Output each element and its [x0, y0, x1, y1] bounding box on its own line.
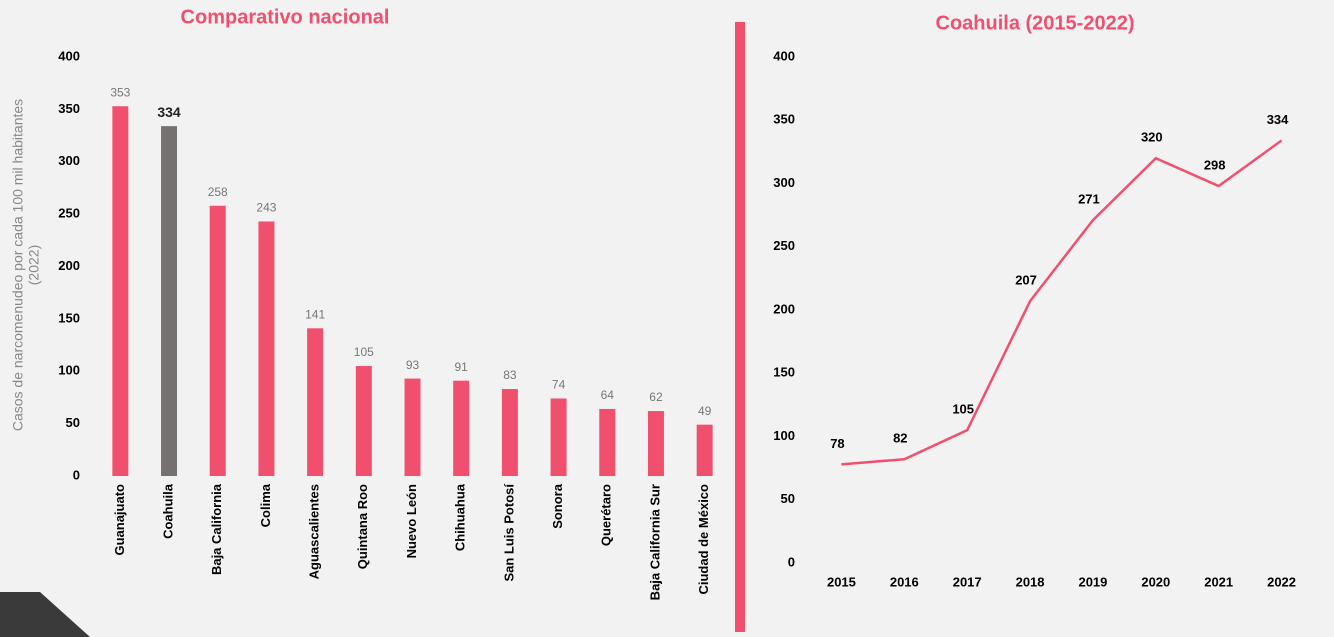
data-label: 320: [1141, 130, 1163, 145]
bar: [550, 398, 567, 476]
data-label: 49: [698, 404, 712, 418]
bar: [355, 366, 372, 476]
x-tick-label: 2019: [1078, 574, 1107, 589]
bar: [696, 424, 713, 476]
y-axis-label: Casos de narcomenudeo por cada 100 mil h…: [10, 99, 26, 431]
y-tick-label: 150: [58, 310, 80, 325]
x-tick-label: Querétaro: [599, 484, 614, 546]
line: [841, 139, 1283, 466]
data-label: 105: [354, 345, 374, 359]
x-tick-label: Nuevo León: [404, 484, 419, 558]
y-tick-label: 100: [58, 363, 80, 378]
data-label: 105: [952, 402, 974, 417]
y-tick-label: 200: [773, 301, 795, 316]
x-tick-label: Quintana Roo: [355, 484, 370, 569]
data-label: 83: [503, 368, 517, 382]
x-tick-label: 2021: [1204, 574, 1233, 589]
data-label: 64: [601, 388, 615, 402]
y-tick-label: 250: [58, 206, 80, 221]
x-tick-label: 2022: [1267, 574, 1296, 589]
y-tick-label: 100: [773, 428, 795, 443]
data-label: 93: [406, 358, 420, 372]
y-tick-label: 250: [773, 238, 795, 253]
y-tick-label: 0: [788, 554, 795, 569]
y-tick-label: 300: [58, 153, 80, 168]
y-tick-label: 50: [781, 491, 795, 506]
bar: [501, 389, 518, 476]
data-label: 141: [305, 307, 325, 321]
data-label: 334: [157, 104, 181, 120]
data-label: 243: [256, 201, 276, 215]
y-axis-label: (2022): [26, 245, 42, 285]
data-label: 258: [208, 185, 228, 199]
chart-title: Comparativo nacional: [181, 6, 390, 28]
x-tick-label: Colima: [258, 483, 273, 527]
y-tick-label: 400: [58, 48, 80, 63]
bar: [599, 408, 616, 476]
bar: [258, 221, 275, 476]
x-tick-label: Baja California Sur: [647, 484, 662, 600]
bar: [307, 328, 324, 476]
data-label: 82: [893, 431, 907, 446]
data-label: 62: [649, 390, 663, 404]
bar: [404, 378, 421, 476]
y-tick-label: 350: [58, 101, 80, 116]
x-tick-label: Guanajuato: [112, 484, 127, 556]
x-tick-label: San Luis Potosí: [501, 484, 516, 582]
bar: [161, 126, 178, 476]
y-tick-label: 150: [773, 365, 795, 380]
y-tick-label: 300: [773, 175, 795, 190]
data-label: 298: [1204, 157, 1226, 172]
y-tick-label: 50: [66, 415, 80, 430]
bar: [647, 411, 664, 476]
data-label: 91: [455, 360, 469, 374]
x-tick-label: Ciudad de México: [696, 484, 711, 595]
data-label: 334: [1267, 112, 1289, 127]
chart-title: Coahuila (2015-2022): [936, 12, 1135, 34]
divider: [735, 22, 745, 632]
bar: [453, 380, 470, 476]
bar: [209, 205, 226, 476]
x-tick-label: Aguascalientes: [307, 484, 322, 579]
x-tick-label: 2015: [827, 574, 856, 589]
x-tick-label: 2018: [1016, 574, 1045, 589]
data-label: 207: [1015, 273, 1037, 288]
bar: [112, 106, 129, 477]
data-label: 74: [552, 378, 566, 392]
x-tick-label: 2020: [1141, 574, 1170, 589]
y-tick-label: 200: [58, 258, 80, 273]
x-tick-label: Chihuahua: [453, 483, 468, 551]
data-label: 78: [830, 436, 844, 451]
corner-decoration: [0, 592, 90, 637]
y-tick-label: 350: [773, 112, 795, 127]
x-tick-label: 2016: [890, 574, 919, 589]
x-tick-label: 2017: [953, 574, 982, 589]
y-tick-label: 0: [73, 467, 80, 482]
data-label: 353: [110, 85, 130, 99]
y-tick-label: 400: [773, 48, 795, 63]
x-tick-label: Sonora: [550, 483, 565, 529]
x-tick-label: Baja California: [209, 483, 224, 575]
x-tick-label: Coahuila: [160, 483, 175, 539]
data-label: 271: [1078, 192, 1100, 207]
